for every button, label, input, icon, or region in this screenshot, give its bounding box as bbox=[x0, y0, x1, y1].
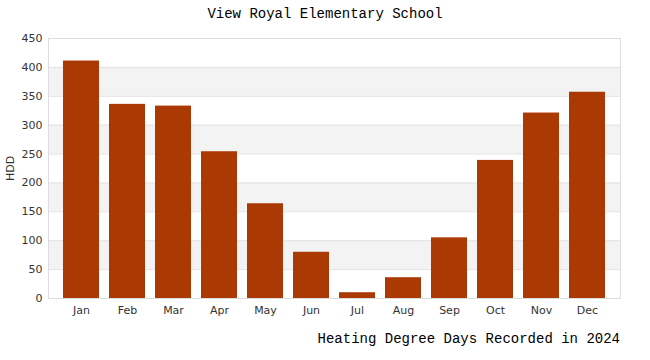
svg-text:200: 200 bbox=[22, 176, 43, 189]
svg-text:50: 50 bbox=[29, 263, 43, 276]
svg-text:Jun: Jun bbox=[302, 304, 320, 317]
svg-text:400: 400 bbox=[22, 61, 43, 74]
svg-text:Feb: Feb bbox=[118, 304, 137, 317]
svg-text:Nov: Nov bbox=[531, 304, 553, 317]
svg-text:Aug: Aug bbox=[393, 304, 414, 317]
svg-text:300: 300 bbox=[22, 119, 43, 132]
svg-text:Sep: Sep bbox=[439, 304, 460, 317]
svg-text:450: 450 bbox=[22, 32, 43, 45]
svg-text:Mar: Mar bbox=[163, 304, 184, 317]
svg-text:Jul: Jul bbox=[350, 304, 364, 317]
svg-text:Oct: Oct bbox=[486, 304, 506, 317]
svg-text:Dec: Dec bbox=[577, 304, 598, 317]
svg-text:250: 250 bbox=[22, 148, 43, 161]
html-text:View Royal Elementary School: View Royal Elementary School bbox=[207, 6, 443, 22]
svg-text:350: 350 bbox=[22, 90, 43, 103]
svg-text:100: 100 bbox=[22, 234, 43, 247]
svg-text:Jan: Jan bbox=[72, 304, 90, 317]
svg-text:0: 0 bbox=[36, 292, 43, 305]
svg-text:150: 150 bbox=[22, 205, 43, 218]
svg-text:May: May bbox=[254, 304, 277, 317]
html-text:Heating Degree Days Recorded i: Heating Degree Days Recorded in 2024 bbox=[317, 331, 620, 347]
svg-text:Apr: Apr bbox=[210, 304, 230, 317]
svg-text:HDD: HDD bbox=[4, 156, 17, 181]
